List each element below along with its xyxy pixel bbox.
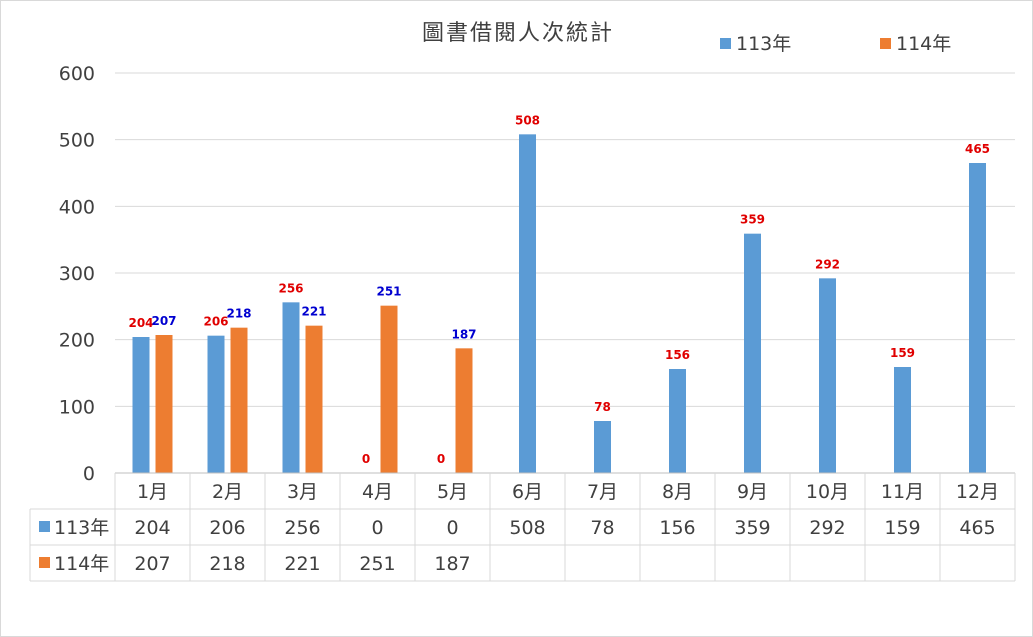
table-cell: 78 [590, 517, 614, 539]
table-cell: 359 [734, 517, 770, 539]
legend-swatch-114 [880, 38, 891, 49]
table-cell: 159 [884, 517, 920, 539]
data-label-113: 292 [815, 257, 840, 271]
data-table: 1月 2月 3月 4月 5月 6月 7月 8月 9月 10月 11月 12月 113年 204 206 256… [29, 472, 1016, 582]
x-tick-label: 11月 [881, 481, 924, 503]
table-cell: 256 [284, 517, 320, 539]
data-label-114: 251 [376, 285, 401, 299]
data-label-113: 359 [740, 213, 765, 227]
table-cell: 221 [284, 553, 320, 575]
table-cell: 0 [371, 517, 383, 539]
data-label-113: 508 [515, 113, 540, 127]
data-label-113: 204 [128, 316, 153, 330]
y-tick-label: 400 [59, 196, 95, 218]
table-cell: 187 [434, 553, 470, 575]
data-label-114: 221 [301, 305, 326, 319]
x-tick-label: 1月 [137, 481, 168, 503]
data-label-114: 207 [151, 314, 176, 328]
data-label-113: 256 [278, 281, 303, 295]
table-legend-swatch [39, 521, 50, 532]
bar-113 [132, 337, 150, 473]
legend-label-113: 113年 [736, 33, 791, 55]
legend-label-114: 114年 [896, 33, 951, 55]
table-cell: 206 [209, 517, 245, 539]
bar-113 [744, 233, 761, 473]
table-cell: 207 [134, 553, 170, 575]
data-label-113: 0 [362, 452, 370, 466]
y-tick-label: 500 [59, 130, 95, 152]
data-label-113: 465 [965, 142, 990, 156]
table-cell: 251 [359, 553, 395, 575]
x-tick-label: 4月 [362, 481, 393, 503]
table-series-name: 114年 [54, 553, 109, 575]
bar-113 [969, 163, 986, 473]
bar-114 [230, 327, 248, 473]
x-tick-label: 7月 [587, 481, 618, 503]
bar-114 [155, 335, 173, 473]
x-tick-label: 10月 [806, 481, 849, 503]
table-cell: 292 [809, 517, 845, 539]
gridlines [115, 72, 1015, 407]
bar-114 [380, 305, 398, 473]
y-tick-label: 100 [59, 396, 95, 418]
data-label-114: 218 [226, 307, 251, 321]
table-cell: 218 [209, 553, 245, 575]
data-label-114: 187 [451, 327, 476, 341]
table-cell: 204 [134, 517, 170, 539]
bars [132, 134, 986, 474]
data-label-113: 0 [437, 452, 445, 466]
data-label-113: 156 [665, 348, 690, 362]
bar-113 [894, 367, 911, 473]
bar-114 [305, 325, 323, 473]
y-tick-label: 0 [83, 463, 95, 485]
x-tick-label: 2月 [212, 481, 243, 503]
bar-113 [669, 369, 686, 473]
chart-title: 圖書借閱人次統計 [422, 21, 614, 46]
bar-113 [819, 278, 836, 473]
bar-113 [519, 134, 536, 474]
bar-114 [455, 348, 473, 473]
data-label-113: 206 [203, 315, 228, 329]
x-tick-label: 9月 [737, 481, 768, 503]
legend-swatch-113 [720, 38, 731, 49]
y-tick-label: 300 [59, 263, 95, 285]
table-cell: 508 [509, 517, 545, 539]
x-tick-label: 6月 [512, 481, 543, 503]
table-legend-swatch [39, 557, 50, 568]
data-label-113: 78 [594, 400, 611, 414]
bar-113 [282, 302, 300, 473]
y-tick-label: 200 [59, 330, 95, 352]
table-cell: 465 [959, 517, 995, 539]
bar-113 [207, 335, 225, 473]
x-tick-label: 3月 [287, 481, 318, 503]
table-cell: 0 [446, 517, 458, 539]
y-tick-label: 600 [59, 63, 95, 85]
y-axis-ticks: 0 100 200 300 400 500 600 [59, 63, 95, 485]
x-tick-label: 12月 [956, 481, 999, 503]
table-cell: 156 [659, 517, 695, 539]
x-tick-label: 5月 [437, 481, 468, 503]
bar-113 [594, 421, 611, 473]
x-tick-label: 8月 [662, 481, 693, 503]
legend: 113年 114年 [720, 33, 951, 55]
table-series-name: 113年 [54, 517, 109, 539]
data-label-113: 159 [890, 346, 915, 360]
